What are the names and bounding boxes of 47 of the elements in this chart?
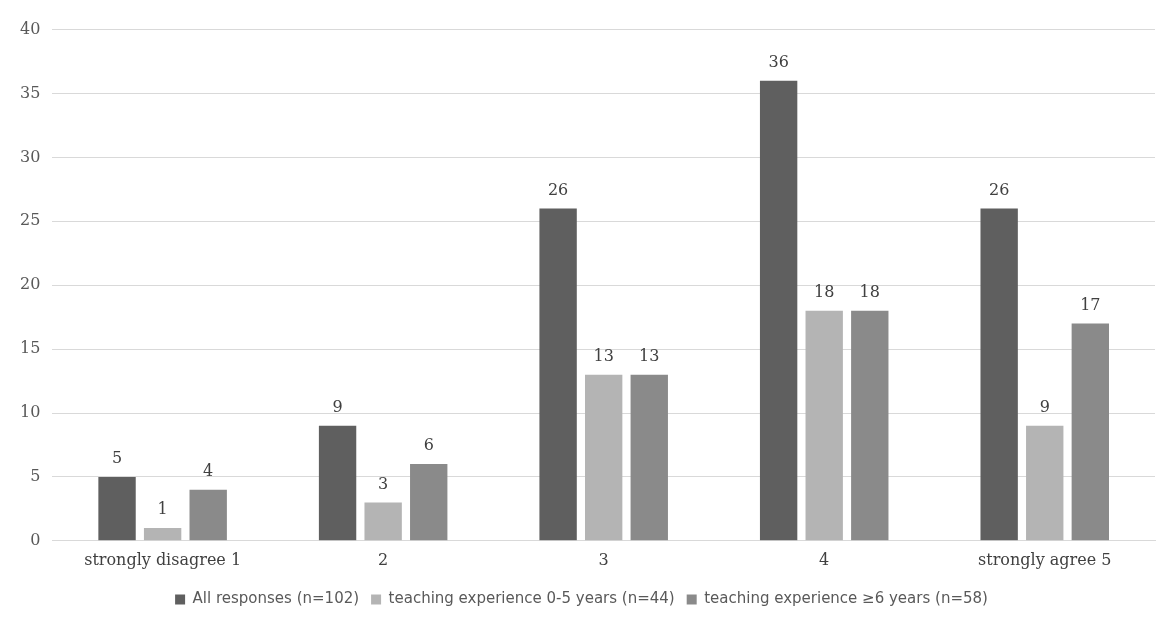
bar [143,528,182,541]
bar [851,310,889,541]
data-label: 6 [423,435,434,455]
y-tick-label: 30 [20,146,41,166]
x-tick-label: 3 [598,549,609,569]
data-label: 9 [1039,396,1050,416]
data-label: 17 [1080,294,1101,314]
data-label: 4 [203,460,214,480]
legend-label: teaching experience 0-5 years (n=44) [388,589,675,608]
bar [98,476,136,541]
data-label: 18 [859,281,880,301]
bar [805,310,843,541]
y-tick-label: 0 [30,529,41,549]
bar [630,374,668,541]
data-label: 36 [768,51,789,71]
bar [189,489,227,541]
data-label: 5 [111,448,123,468]
x-tick-label: strongly agree 5 [978,549,1112,569]
data-label: 13 [593,345,614,365]
y-tick-label: 20 [20,274,41,294]
bar [980,208,1018,541]
data-label: 26 [547,179,569,199]
bar [1071,323,1109,541]
bar [318,425,357,541]
x-tick-label: 4 [819,549,830,569]
y-tick-label: 25 [20,210,41,230]
legend-label: teaching experience ≥6 years (n=58) [704,589,988,608]
data-label: 13 [639,345,660,365]
data-label: 18 [814,281,835,301]
bar [539,208,577,541]
x-tick-label: strongly disagree 1 [84,549,242,569]
bar [759,80,798,541]
data-label: 1 [157,499,168,519]
y-tick-label: 5 [30,466,41,486]
bar [1026,425,1064,541]
legend-label: All responses (n=102) [192,589,360,608]
x-tick-label: 2 [378,549,389,569]
data-label: 9 [332,396,343,416]
y-tick-label: 40 [20,18,41,38]
y-tick-label: 10 [20,402,41,422]
bar [410,464,448,541]
data-label: 3 [378,473,389,493]
y-tick-label: 15 [20,338,41,358]
bar [584,374,623,541]
data-label: 26 [988,179,1010,199]
y-tick-label: 35 [20,82,41,102]
bar [364,502,402,541]
